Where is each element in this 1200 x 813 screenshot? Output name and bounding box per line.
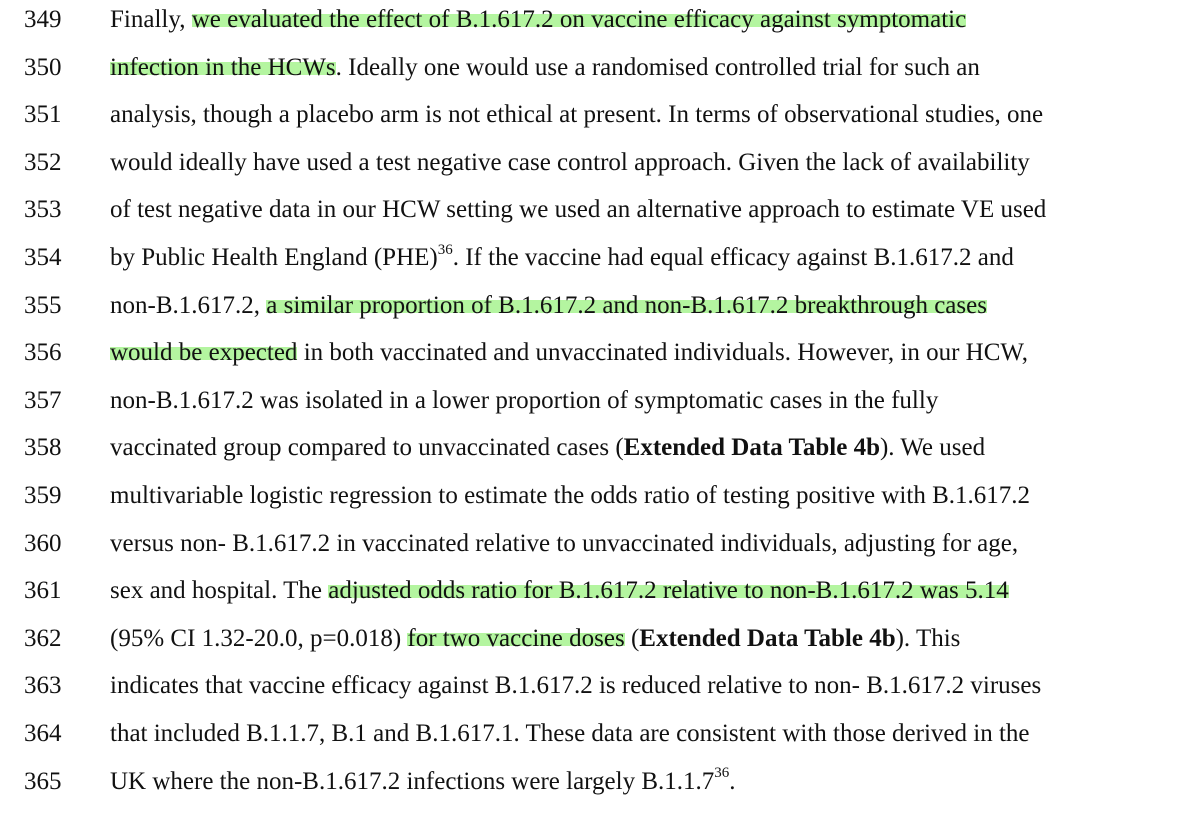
line-number: 358 [24,434,62,462]
text-line: 354 by Public Health England (PHE)36. If … [0,238,1200,278]
text-run: . Ideally one would use a randomised con… [335,53,980,81]
text-line: 363 indicates that vaccine efficacy again… [0,666,1200,706]
line-text: infection in the HCWs. Ideally one would… [110,48,980,88]
text-run: (95% CI 1.32-20.0, p=0.018) [110,624,408,652]
line-number: 350 [24,53,62,81]
line-text: by Public Health England (PHE)36. If the… [110,238,1014,278]
text-run: ( [624,624,640,652]
text-run: ). This [895,624,961,652]
citation-superscript: 36 [437,241,453,258]
text-run: . If the vaccine had equal efficacy agai… [452,244,1014,271]
highlighted-text: we evaluated the effect of B.1.617.2 on … [191,6,967,33]
highlighted-text: would be expected [110,339,298,367]
citation-superscript: 36 [714,765,730,782]
text-run: UK where the non-B.1.617.2 infections we… [110,767,715,795]
text-run: versus non- B.1.617.2 in vaccinated rela… [110,529,1019,557]
line-text: that included B.1.1.7, B.1 and B.1.617.1… [110,714,1030,754]
text-run: would ideally have used a test negative … [110,148,1030,176]
line-number: 357 [24,386,62,414]
line-number: 356 [24,339,62,367]
line-number: 349 [24,6,62,33]
text-run: analysis, though a placebo arm is not et… [110,101,1044,129]
highlighted-text: adjusted odds ratio for B.1.617.2 relati… [328,577,1009,605]
text-line: 361 sex and hospital. The adjusted odds r… [0,571,1200,611]
line-number: 361 [24,577,62,605]
text-run: indicates that vaccine efficacy against … [110,672,1042,700]
text-run: by Public Health England (PHE) [110,244,438,271]
text-line: 358 vaccinated group compared to unvaccin… [0,428,1200,468]
line-number: 355 [24,291,62,319]
text-run: non-B.1.617.2 was isolated in a lower pr… [110,386,939,414]
line-number: 351 [24,101,62,129]
text-run: in both vaccinated and unvaccinated indi… [297,339,1028,367]
highlighted-text: for two vaccine doses [407,624,625,652]
line-text: would be expected in both vaccinated and… [110,333,1028,373]
text-line: 351 analysis, though a placebo arm is not… [0,95,1200,135]
line-text: versus non- B.1.617.2 in vaccinated rela… [110,524,1018,564]
line-number: 359 [24,482,62,509]
line-text: non-B.1.617.2 was isolated in a lower pr… [110,381,938,421]
text-run: Finally, [110,6,192,33]
text-line: 359 multivariable logistic regression to … [0,476,1200,516]
line-text: multivariable logistic regression to est… [110,476,1030,516]
text-line: 353 of test negative data in our HCW sett… [0,190,1200,230]
text-run: vaccinated group compared to unvaccinate… [110,434,624,462]
line-number: 352 [24,148,62,176]
text-run: sex and hospital. The [110,577,329,605]
line-number: 360 [24,529,62,557]
text-line: 365 UK where the non-B.1.617.2 infections… [0,762,1200,802]
bold-reference: Extended Data Table 4b [623,434,880,462]
highlighted-text: infection in the HCWs [110,53,336,81]
text-line: 362 (95% CI 1.32-20.0, p=0.018) for two v… [0,619,1200,659]
line-text: Finally, we evaluated the effect of B.1.… [110,0,967,40]
line-text: vaccinated group compared to unvaccinate… [110,428,985,468]
text-line: 356 would be expected in both vaccinated … [0,333,1200,373]
text-line: 364 that included B.1.1.7, B.1 and B.1.61… [0,714,1200,754]
text-run: . [729,767,736,795]
text-line: 357 non-B.1.617.2 was isolated in a lower… [0,381,1200,421]
line-number: 362 [24,624,62,652]
text-run: multivariable logistic regression to est… [110,482,1030,509]
line-number: 354 [24,244,62,271]
text-run: non-B.1.617.2, [110,291,267,319]
line-text: sex and hospital. The adjusted odds rati… [110,571,1009,611]
text-run: of test negative data in our HCW setting… [110,196,1047,224]
text-line: 352 would ideally have used a test negati… [0,143,1200,183]
text-run: that included B.1.1.7, B.1 and B.1.617.1… [110,720,1030,747]
text-run: ). We used [879,434,986,462]
text-line: 360 versus non- B.1.617.2 in vaccinated r… [0,524,1200,564]
highlighted-text: a similar proportion of B.1.617.2 and no… [266,291,987,319]
line-text: indicates that vaccine efficacy against … [110,666,1041,706]
line-number: 364 [24,720,62,747]
line-number: 363 [24,672,62,700]
line-text: of test negative data in our HCW setting… [110,190,1046,230]
line-text: analysis, though a placebo arm is not et… [110,95,1043,135]
text-line: 349 Finally, we evaluated the effect of B… [0,0,1200,40]
line-text: (95% CI 1.32-20.0, p=0.018) for two vacc… [110,619,960,659]
line-text: non-B.1.617.2, a similar proportion of B… [110,286,987,326]
line-number: 353 [24,196,62,224]
text-line: 355 non-B.1.617.2, a similar proportion o… [0,286,1200,326]
line-number: 365 [24,767,62,795]
bold-reference: Extended Data Table 4b [639,624,896,652]
text-line: 350 infection in the HCWs. Ideally one wo… [0,48,1200,88]
line-text: UK where the non-B.1.617.2 infections we… [110,762,736,802]
line-text: would ideally have used a test negative … [110,143,1030,183]
